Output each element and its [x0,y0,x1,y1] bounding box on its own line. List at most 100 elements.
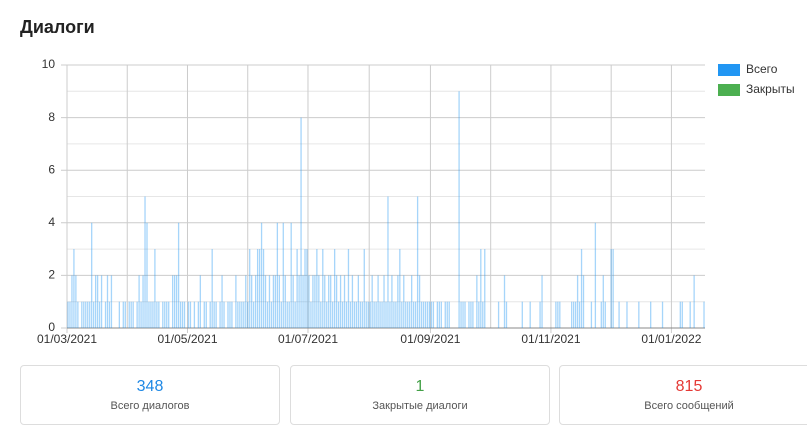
legend-swatch [718,64,740,76]
legend-label: Всего [746,62,778,76]
bar [377,275,379,328]
bar [422,301,425,328]
bar [369,301,371,328]
bar [243,301,245,328]
bar [203,301,205,328]
bar [413,301,415,328]
bar [689,301,691,328]
bar [383,275,385,328]
bar [359,301,361,328]
bar [249,249,251,328]
bar [251,275,253,328]
bar [94,275,97,328]
bar [582,275,585,328]
bar [626,301,628,328]
bar [610,249,612,328]
bar [89,301,91,328]
summary-value: 1 [415,378,425,395]
bar [75,275,77,328]
bar [403,275,405,328]
bar [418,275,421,328]
bar [199,275,201,328]
bar [258,249,261,328]
bar [468,301,470,328]
bar [339,275,342,328]
bar [69,301,71,328]
bar [175,275,178,328]
bar [213,301,215,328]
bar [681,301,683,328]
bar [227,301,229,328]
bar [571,301,573,328]
summary-card: 815 Всего сообщений [559,365,807,425]
bar [148,301,150,328]
bar [458,91,460,328]
bar [183,301,186,328]
bar [288,301,290,328]
bar [438,301,440,328]
bar [557,301,559,328]
bar [73,249,75,328]
bar [432,301,435,328]
bar [310,301,312,328]
bar [166,301,168,328]
bar [446,301,448,328]
bar [132,301,134,328]
bar [341,301,344,328]
bar [152,301,154,328]
bar [521,301,523,328]
bar [211,249,213,328]
bar [124,301,126,328]
bar [333,249,336,328]
bar [345,301,348,328]
summary-value: 815 [675,378,703,395]
bar [505,301,508,328]
bar [464,301,466,328]
bar [387,196,389,328]
bar [215,301,217,328]
bar [650,301,652,328]
bar [118,301,120,328]
bar [172,275,174,328]
bar [312,275,314,328]
bar [335,275,338,328]
bar [235,275,237,328]
bar [104,301,107,328]
bar [314,275,316,328]
bar [282,222,284,328]
bar [268,275,271,328]
bar [146,222,148,328]
bar [96,275,99,328]
bar [476,275,478,328]
bar [401,301,403,328]
bar [300,117,302,328]
bar [67,301,69,328]
bar [555,301,557,328]
bar [395,301,397,328]
bar [407,301,409,328]
bar [276,222,279,328]
bar [559,301,561,328]
bar [326,301,328,328]
bar [371,275,373,328]
bar [420,301,423,328]
bar [254,275,257,328]
y-tick-label: 4 [48,215,55,229]
bar [158,301,160,328]
bar [399,249,401,328]
bar [284,275,286,328]
bar [480,249,482,328]
bar [205,301,207,328]
bar [484,249,486,328]
bar [693,275,695,328]
bar [428,301,431,328]
y-tick-label: 2 [48,268,55,282]
bar [426,301,429,328]
bar [349,301,352,328]
bar [330,275,332,328]
bar [110,275,113,328]
bar [462,301,464,328]
bar [245,275,247,328]
chart-title: Диалоги [20,17,95,37]
bar [231,301,233,328]
